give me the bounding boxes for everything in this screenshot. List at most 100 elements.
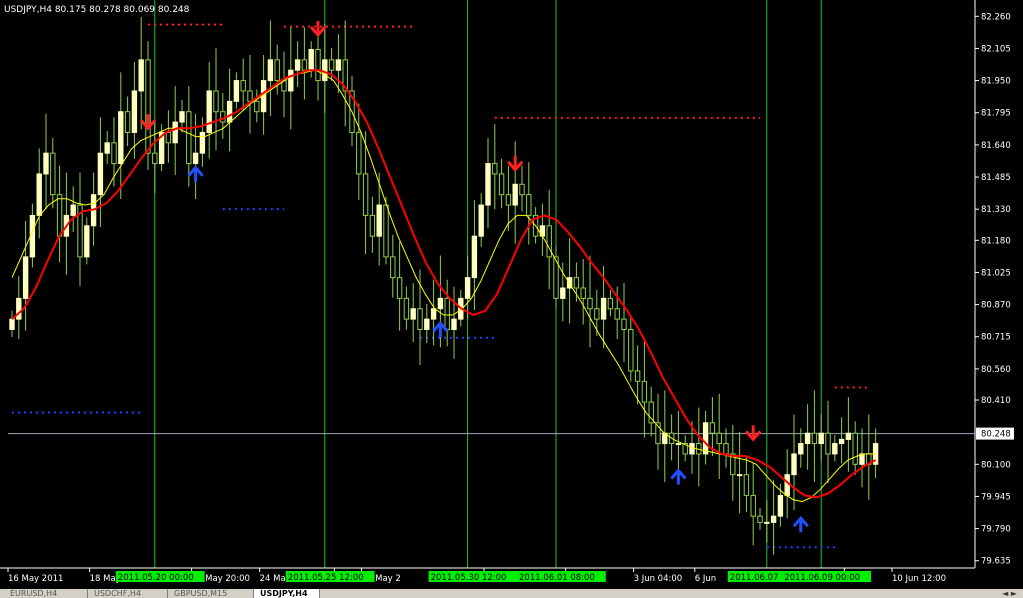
time-badge (727, 571, 796, 582)
candle-body (111, 142, 117, 165)
candle-body (770, 515, 777, 523)
candle-body (124, 111, 131, 133)
candle-body (526, 194, 532, 216)
candle-body (716, 432, 722, 445)
candle-body (77, 204, 83, 258)
candle-body (172, 121, 178, 144)
signal-arrows-layer (139, 20, 809, 533)
candle-body (573, 277, 580, 289)
candle-body (376, 204, 382, 237)
time-tick-label: 18 May 04: (90, 574, 137, 584)
candle-body (186, 111, 192, 165)
candle-body (84, 225, 90, 258)
candle-body (471, 235, 478, 279)
time-badge (428, 571, 518, 582)
candle-body (22, 256, 29, 299)
candle-body (118, 111, 124, 165)
slow-moving-average (11, 69, 877, 499)
candle-body (505, 194, 512, 206)
candle-body (308, 48, 314, 71)
time-tick-label: 3 Jun 04:00 (634, 574, 683, 584)
candle-body (138, 59, 144, 92)
vertical-lines-layer (154, 0, 822, 568)
candle-body (362, 173, 369, 216)
time-tick-label: 20 May 20:00 (192, 574, 250, 584)
candle-body (757, 515, 763, 523)
level-dots-layer (8, 23, 975, 549)
candle-body (437, 297, 444, 310)
candle-body (580, 287, 586, 299)
tab-eurusd[interactable]: EURUSD,H4 (4, 589, 88, 598)
candle-body (158, 131, 165, 165)
candle-body (267, 59, 274, 82)
tab-usdjpy[interactable]: USDJPY,H4 (254, 589, 320, 598)
time-tick-label: 6 Jun (695, 574, 716, 584)
moving-averages-layer (11, 69, 877, 503)
time-badge (115, 571, 205, 582)
buy-arrow-icon (187, 165, 204, 182)
candle-body (498, 173, 505, 196)
candle-body (689, 443, 695, 455)
candle-body (430, 308, 437, 320)
candle-body (804, 432, 811, 445)
candle-body (560, 287, 566, 299)
candle-body (600, 297, 607, 320)
candle-body (784, 474, 790, 496)
time-badge (517, 571, 606, 582)
candle-body (220, 111, 226, 123)
time-badge-label: 2011.05.30 12:00 (431, 573, 507, 583)
candle-body (648, 401, 654, 424)
candle-body (417, 308, 423, 330)
price-tick-label: 80.100 (981, 460, 1011, 470)
candle-body (750, 494, 756, 517)
tab-usdchf[interactable]: USDCHF,H4 (88, 589, 168, 598)
candle-body (791, 453, 797, 476)
candle-body (56, 194, 63, 237)
candle-body (478, 204, 484, 237)
candle-body (655, 422, 661, 445)
candle-body (818, 432, 824, 445)
tab-gbpusd[interactable]: GBPUSD,M15 (168, 589, 254, 598)
price-tick-label: 79.790 (981, 525, 1011, 535)
time-badges-layer: 2011.05.20 00:00 2011.05.25 12:00 2011.05.… (115, 571, 871, 583)
candle-body (206, 90, 212, 133)
candle-body (70, 204, 76, 216)
candle-body (356, 131, 362, 175)
candle-body (301, 59, 308, 71)
candle-body (451, 318, 457, 330)
candle-body (274, 59, 280, 82)
candle-body (736, 474, 743, 477)
price-tick-label: 80.410 (981, 396, 1011, 406)
time-badge (782, 571, 871, 582)
candle-body (383, 204, 389, 258)
candle-body (16, 297, 22, 320)
candle-body (247, 90, 253, 102)
price-tick-label: 80.715 (981, 333, 1011, 343)
candle-body (444, 297, 450, 330)
candle-body (628, 328, 634, 372)
candle-body (634, 370, 641, 382)
candle-body (832, 443, 838, 455)
candle-body (485, 163, 491, 206)
candle-body (777, 494, 784, 517)
axes-layer: 82.260 82.105 81.950 81.795 81.640 81.485 81.3… (0, 0, 1014, 584)
candle-body (288, 69, 294, 92)
candle-body (131, 90, 138, 133)
price-tick-label: 81.330 (981, 205, 1011, 215)
candle-body (315, 48, 321, 82)
candle-body (587, 297, 593, 310)
candle-body (165, 131, 172, 144)
time-badge-label: 2011.06.07 1 (730, 573, 787, 583)
candle-body (859, 453, 865, 465)
time-tick-label: 16 May 2011 (8, 574, 63, 584)
time-badge-label: 2011.06.09 00:00 (784, 573, 860, 583)
price-tick-label: 81.180 (981, 236, 1011, 246)
buy-arrow-icon (792, 515, 809, 533)
candle-body (641, 380, 648, 403)
buy-arrow-icon (670, 468, 687, 485)
price-tick-label: 81.025 (981, 268, 1011, 278)
candle-body (396, 277, 403, 299)
tab-scroll-arrows[interactable]: ◄ ► (1002, 589, 1017, 598)
